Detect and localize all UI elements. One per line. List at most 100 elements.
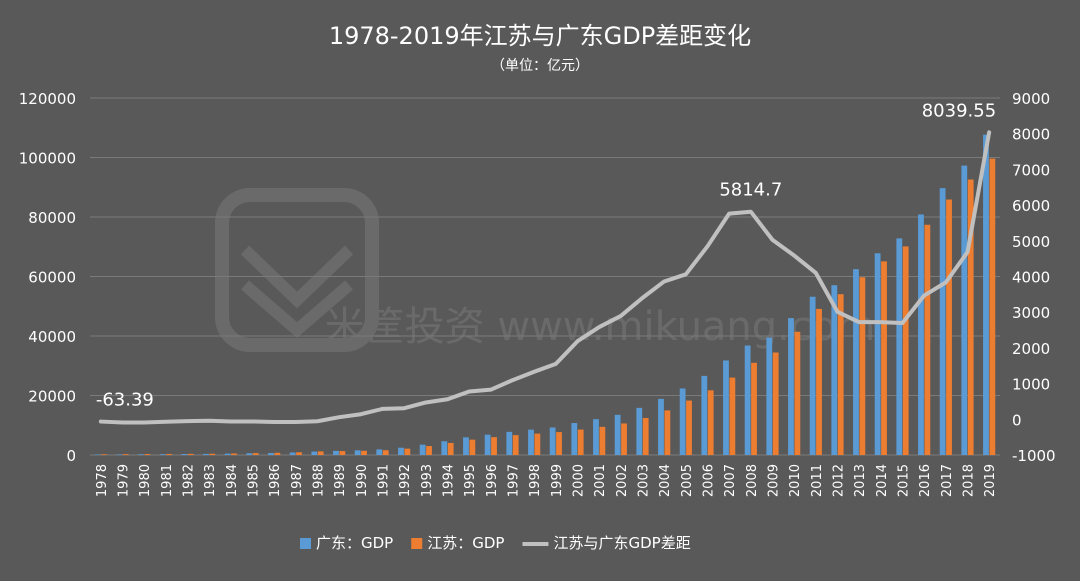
bar-guangdong xyxy=(463,437,469,455)
y-right-tick-label: 3000 xyxy=(1012,304,1050,322)
legend-label: 广东：GDP xyxy=(316,534,393,552)
bar-guangdong xyxy=(94,454,101,455)
bar-jiangsu xyxy=(252,453,259,455)
bar-jiangsu xyxy=(707,390,714,455)
bar-guangdong xyxy=(853,269,859,455)
y-right-tick-label: 8000 xyxy=(1012,126,1050,144)
bar-guangdong xyxy=(246,453,253,455)
x-tick-label: 1984 xyxy=(225,464,240,497)
bar-jiangsu xyxy=(166,453,172,455)
bar-guangdong xyxy=(354,450,361,455)
bar-jiangsu xyxy=(881,261,887,455)
watermark: 米筐投资 www.mikuang.com xyxy=(215,188,875,352)
y-right-tick-label: -1000 xyxy=(1012,447,1056,465)
x-tick-label: 1987 xyxy=(290,464,305,497)
x-tick-label: 2016 xyxy=(918,464,933,497)
bar-guangdong xyxy=(203,453,209,455)
series-line-gap xyxy=(98,130,992,425)
y-right-tick-label: 9000 xyxy=(1012,90,1050,108)
bar-guangdong xyxy=(506,431,513,455)
legend-swatch xyxy=(411,538,423,549)
bar-guangdong xyxy=(289,452,296,455)
bar-jiangsu xyxy=(621,423,627,455)
bar-guangdong xyxy=(918,214,924,455)
x-tick-label: 1994 xyxy=(442,464,457,497)
chart-title: 1978-2019年江苏与广东GDP差距变化 xyxy=(329,22,751,50)
bar-guangdong xyxy=(138,454,144,455)
bar-guangdong xyxy=(224,453,231,455)
x-tick-label: 2004 xyxy=(658,464,673,497)
y-right-tick-label: 5000 xyxy=(1012,233,1050,251)
bar-guangdong xyxy=(181,453,188,455)
bar-guangdong xyxy=(744,345,751,455)
x-tick-label: 2019 xyxy=(983,464,998,497)
x-tick-label: 2010 xyxy=(788,464,803,497)
bar-jiangsu xyxy=(556,432,562,455)
bar-guangdong xyxy=(376,449,383,455)
x-tick-label: 1999 xyxy=(550,464,565,497)
legend-label: 江苏：GDP xyxy=(427,534,504,552)
y-right-tick-label: 7000 xyxy=(1012,161,1050,179)
bar-jiangsu xyxy=(946,199,952,455)
x-tick-label: 2008 xyxy=(745,464,760,497)
bar-guangdong xyxy=(419,444,426,455)
bar-guangdong xyxy=(701,375,708,455)
bar-jiangsu xyxy=(924,224,931,455)
bar-jiangsu xyxy=(859,277,866,455)
bar-jiangsu xyxy=(642,417,649,455)
bar-jiangsu xyxy=(382,450,389,455)
bar-guangdong xyxy=(896,238,903,455)
x-tick-label: 1982 xyxy=(182,464,197,497)
bar-jiangsu xyxy=(209,453,216,455)
bar-jiangsu xyxy=(599,426,606,455)
bar-jiangsu xyxy=(426,446,432,455)
x-tick-label: 2001 xyxy=(593,464,608,497)
y-left-tick-label: 100000 xyxy=(19,150,76,168)
bar-jiangsu xyxy=(772,352,779,455)
y-left-tick-label: 20000 xyxy=(28,388,76,406)
x-tick-label: 2002 xyxy=(615,464,630,497)
bar-guangdong xyxy=(116,454,123,455)
x-tick-label: 1985 xyxy=(247,464,262,497)
bar-guangdong xyxy=(528,429,534,455)
bar-jiangsu xyxy=(122,454,129,455)
y-right-tick-label: 1000 xyxy=(1012,376,1050,394)
bar-guangdong xyxy=(268,453,274,455)
x-tick-label: 2015 xyxy=(897,464,912,497)
bar-jiangsu xyxy=(469,439,476,455)
x-tick-label: 1981 xyxy=(160,464,175,497)
bar-jiangsu xyxy=(794,331,801,455)
x-tick-label: 1995 xyxy=(463,464,478,497)
bar-jiangsu xyxy=(231,453,237,455)
bar-guangdong xyxy=(593,419,599,455)
bar-jiangsu xyxy=(686,400,692,455)
bar-guangdong xyxy=(679,388,686,455)
bar-guangdong xyxy=(874,253,881,455)
y-left-tick-label: 120000 xyxy=(19,90,76,108)
x-tick-label: 1996 xyxy=(485,464,500,497)
bar-jiangsu xyxy=(296,452,302,455)
bar-jiangsu xyxy=(967,179,974,455)
bar-guangdong xyxy=(614,414,621,455)
x-tick-label: 2007 xyxy=(723,464,738,497)
bar-jiangsu xyxy=(577,429,584,455)
bar-jiangsu xyxy=(902,246,909,455)
x-tick-label: 1986 xyxy=(268,464,283,497)
bar-guangdong xyxy=(636,407,643,455)
bar-jiangsu xyxy=(816,308,822,455)
bar-guangdong xyxy=(809,296,816,455)
bar-guangdong xyxy=(831,285,838,455)
bar-jiangsu xyxy=(144,454,151,455)
x-tick-label: 1992 xyxy=(398,464,413,497)
y-left-tick-label: 0 xyxy=(66,447,76,465)
bar-jiangsu xyxy=(989,158,996,456)
x-tick-label: 1988 xyxy=(312,464,327,497)
x-tick-label: 1997 xyxy=(507,464,522,497)
bar-guangdong xyxy=(484,434,491,455)
bar-jiangsu xyxy=(534,433,541,455)
bar-jiangsu xyxy=(187,453,194,455)
x-tick-label: 2000 xyxy=(572,464,587,497)
bar-guangdong xyxy=(723,360,729,455)
x-tick-label: 2017 xyxy=(940,464,955,497)
